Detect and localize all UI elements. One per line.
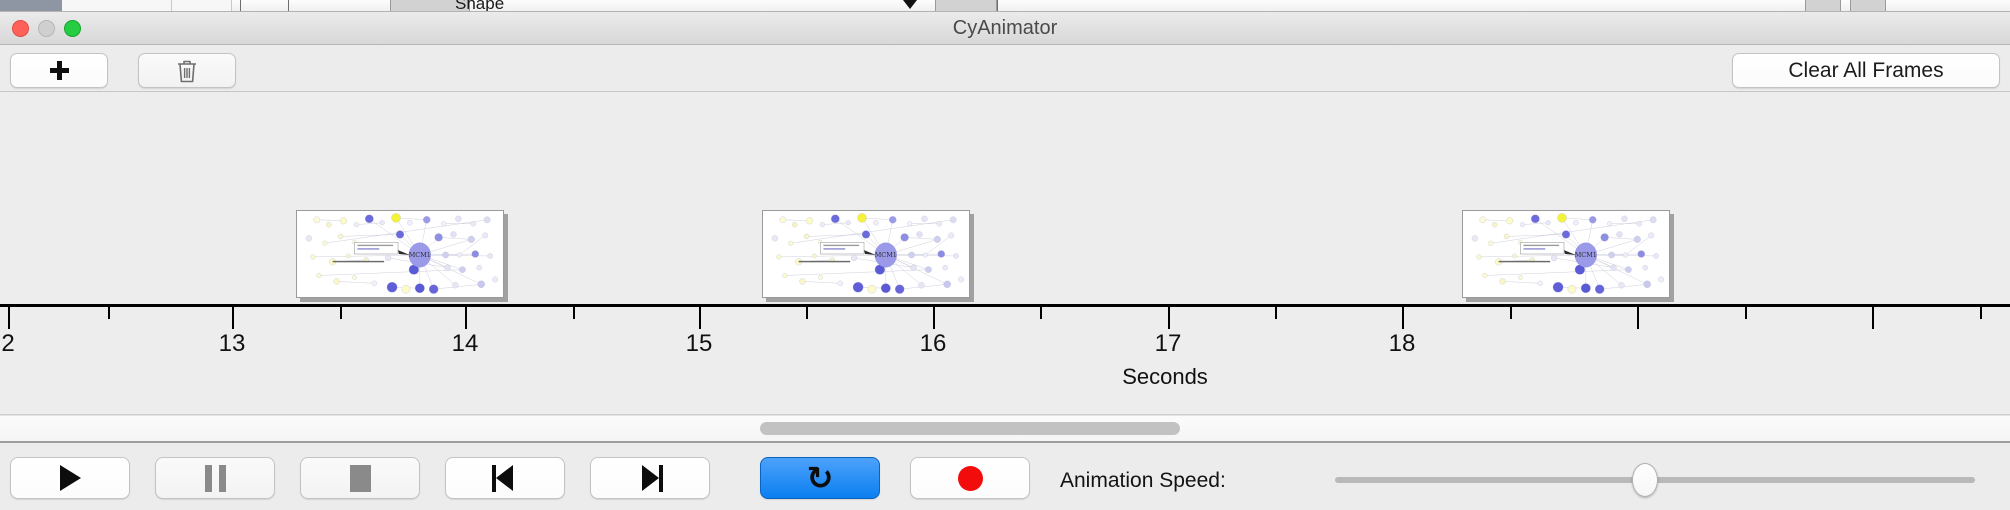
toolbar: Clear All Frames xyxy=(0,45,2010,92)
timeline-scrollbar-thumb[interactable] xyxy=(760,422,1180,435)
timeline-tick-major xyxy=(1637,307,1639,329)
delete-frame-button[interactable] xyxy=(138,53,236,88)
timeline-panel[interactable]: MCM1 MCM1 MCM1 2 13 14 15 16 17 18 Seconds xyxy=(0,92,2010,415)
pause-button[interactable] xyxy=(155,457,275,499)
background-cell xyxy=(1805,0,1841,11)
record-icon xyxy=(957,465,983,491)
close-icon[interactable] xyxy=(12,20,29,37)
timeline-tick-minor xyxy=(1980,307,1982,319)
timeline-tick-minor xyxy=(108,307,110,319)
animation-speed-slider[interactable] xyxy=(1335,463,1975,497)
playback-control-bar: ↻ Animation Speed: xyxy=(0,441,2010,510)
timeline-frame-thumbnail[interactable]: MCM1 xyxy=(762,210,970,298)
timeline-tick-minor xyxy=(806,307,808,319)
add-frame-button[interactable] xyxy=(10,53,108,88)
minimize-icon[interactable] xyxy=(38,20,55,37)
background-caret-icon xyxy=(903,0,917,9)
stop-icon xyxy=(349,464,371,492)
timeline-tick-major xyxy=(1402,307,1404,329)
timeline-frame-thumbnail[interactable]: MCM1 xyxy=(296,210,504,298)
timeline-tick-major xyxy=(699,307,701,329)
title-bar[interactable]: CyAnimator xyxy=(0,12,2010,45)
timeline-frame-thumbnail[interactable]: MCM1 xyxy=(1462,210,1670,298)
background-cell xyxy=(935,0,997,11)
timeline-tick-minor xyxy=(1745,307,1747,319)
slider-thumb[interactable] xyxy=(1632,463,1659,497)
background-divider xyxy=(997,0,998,11)
background-window-label: Shape xyxy=(455,0,505,12)
timeline-tick-major xyxy=(8,307,10,329)
play-button[interactable] xyxy=(10,457,130,499)
background-cell xyxy=(1850,0,1886,11)
svg-text:MCM1: MCM1 xyxy=(875,251,897,259)
background-divider xyxy=(288,0,289,11)
play-icon xyxy=(59,465,81,491)
timeline-tick-label: 16 xyxy=(919,330,947,357)
timeline-axis-line xyxy=(0,304,2010,307)
timeline-tick-minor xyxy=(1510,307,1512,319)
animation-speed-label: Animation Speed: xyxy=(1060,469,1226,492)
pause-icon xyxy=(204,464,226,492)
background-tab xyxy=(172,0,232,11)
timeline-tick-major xyxy=(465,307,467,329)
window-title: CyAnimator xyxy=(952,17,1058,39)
timeline-tick-label: 13 xyxy=(218,330,246,357)
plus-icon xyxy=(49,61,69,80)
clear-all-frames-label: Clear All Frames xyxy=(1788,58,1944,82)
timeline-scrollbar[interactable] xyxy=(0,415,2010,441)
stop-button[interactable] xyxy=(300,457,420,499)
timeline-tick-label: 15 xyxy=(685,330,713,357)
timeline-tick-minor xyxy=(340,307,342,319)
timeline-tick-minor xyxy=(1040,307,1042,319)
timeline-tick-label: 2 xyxy=(1,330,15,357)
timeline-tick-label: 18 xyxy=(1388,330,1416,357)
timeline-tick-label: 17 xyxy=(1154,330,1182,357)
trash-icon xyxy=(178,60,196,82)
skip-back-icon xyxy=(492,464,518,492)
timeline-tick-major xyxy=(1872,307,1874,329)
background-window-strip: Shape xyxy=(0,0,2010,12)
timeline-tick-major xyxy=(232,307,234,329)
maximize-icon[interactable] xyxy=(64,20,81,37)
timeline-tick-minor xyxy=(573,307,575,319)
timeline-tick-major xyxy=(1168,307,1170,329)
svg-text:MCM1: MCM1 xyxy=(409,251,431,259)
timeline-tick-minor xyxy=(1275,307,1277,319)
skip-to-start-button[interactable] xyxy=(445,457,565,499)
clear-all-frames-button[interactable]: Clear All Frames xyxy=(1732,53,2000,88)
background-tab xyxy=(62,0,172,11)
svg-text:MCM1: MCM1 xyxy=(1575,251,1597,259)
background-cell xyxy=(390,0,470,11)
background-divider xyxy=(240,0,241,11)
loop-icon: ↻ xyxy=(806,459,834,497)
timeline-axis-title: Seconds xyxy=(1122,364,1208,389)
skip-forward-icon xyxy=(637,464,663,492)
timeline-tick-label: 14 xyxy=(451,330,479,357)
timeline-tick-major xyxy=(933,307,935,329)
background-window-sidebar xyxy=(0,0,62,11)
window-traffic-lights xyxy=(12,20,81,37)
skip-to-end-button[interactable] xyxy=(590,457,710,499)
record-button[interactable] xyxy=(910,457,1030,499)
loop-button[interactable]: ↻ xyxy=(760,457,880,499)
